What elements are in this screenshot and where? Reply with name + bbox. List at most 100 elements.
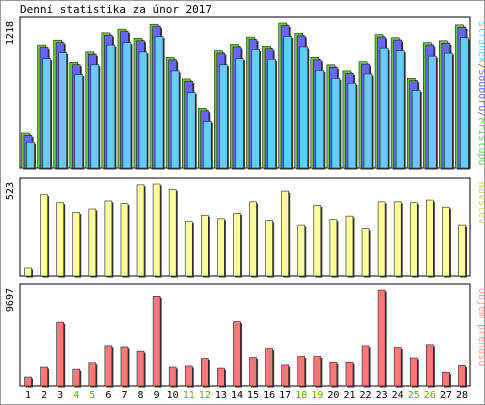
bar-stránek [347,82,357,169]
bar-stránek [460,37,469,169]
bar [168,189,177,277]
legend: Objem přenosu [476,288,485,366]
x-tick-label: 15 [247,390,259,401]
y-max-label: 1218 [5,21,16,45]
bar [361,228,370,277]
legend: Stránek/Souborů/Přístupů [476,21,485,166]
bar-stránek [251,49,260,169]
x-tick-label: 9 [154,390,160,401]
x-tick-label: 28 [456,390,468,401]
bar [313,205,322,277]
bar [265,220,273,277]
bar-stránek [26,141,35,169]
x-tick-label: 12 [199,390,211,401]
bar [72,368,81,387]
x-tick-label: 20 [327,390,339,401]
bar-stránek [74,74,84,169]
bar [393,347,402,387]
bar [217,367,225,387]
bar-stránek [170,70,180,169]
bar [233,321,241,387]
bar-stránek [379,47,389,169]
bar-stránek [42,58,51,169]
bar [409,202,418,277]
y-max-label: 523 [5,182,16,200]
bar [345,361,354,387]
x-tick-label: 10 [167,390,179,401]
bar [184,365,193,387]
bar [104,345,113,387]
x-tick-label: 1 [25,390,31,401]
bar [136,350,145,387]
legend-item: Objem přenosu [476,288,485,366]
bar-stránek [106,44,116,169]
legend-item: Souborů [476,69,485,111]
bar-stránek [186,92,196,169]
bar [313,356,322,387]
bar [201,214,209,277]
bar-stránek [331,77,341,169]
bar [24,267,32,277]
x-tick-label: 27 [440,390,452,401]
bar [393,201,402,277]
legend-item: Návštěv [476,182,485,224]
legend-item: / [476,111,485,117]
bar-stránek [267,58,276,169]
visits-chart: 523 Návštěv [5,177,485,278]
transfer-chart: 9697 Objem přenosu [5,283,485,388]
bar [361,345,370,387]
legend-item: Stránek [476,21,485,63]
x-axis-labels: 1 2 3 4 5 6 7 8 9 10 11 12 13 14 15 16 17 18 19 20 21 22 23 24 2… [25,390,468,401]
x-tick-label: 17 [279,390,291,401]
bar [377,201,386,277]
bar [249,357,257,387]
x-tick-label: 4 [73,390,79,401]
bar [152,296,161,387]
bar [24,376,32,387]
bar [201,358,209,387]
x-tick-label: 22 [360,390,372,401]
x-tick-label: 24 [392,390,404,401]
bar-stránek [395,50,405,169]
x-tick-label: 16 [263,390,275,401]
x-tick-label: 23 [376,390,388,401]
legend: Návštěv [476,182,485,224]
x-tick-label: 18 [295,390,307,401]
bar-stránek [283,36,292,169]
bar-stránek [315,70,325,169]
bar [265,348,273,387]
x-tick-label: 6 [105,390,111,401]
bar [458,224,466,277]
bar [249,201,257,277]
bar [329,219,338,277]
bar [72,212,81,277]
bar [345,215,354,277]
bar-stránek [235,58,244,169]
chart-title: Denní statistika za únor 2017 [20,3,213,16]
bar [426,199,434,277]
bar [297,356,306,387]
bar-stránek [411,90,421,169]
legend-item: Přístupů [476,117,485,165]
bar [136,184,145,277]
bar [88,208,97,277]
x-tick-label: 2 [41,390,47,401]
x-tick-label: 13 [215,390,227,401]
bar [168,366,177,387]
x-tick-label: 14 [231,390,243,401]
bar [426,344,434,387]
bar [281,190,289,277]
bar [458,365,466,387]
x-tick-label: 11 [183,390,195,401]
y-max-label: 9697 [5,288,16,312]
x-tick-label: 8 [138,390,144,401]
bar [217,218,225,277]
bar-stránek [122,42,132,169]
bar [56,321,64,387]
bar [40,194,48,277]
bar [120,203,129,277]
bar-stránek [90,64,100,169]
bar-stránek [58,52,67,169]
bar [56,202,64,277]
bar-stránek [427,55,437,169]
